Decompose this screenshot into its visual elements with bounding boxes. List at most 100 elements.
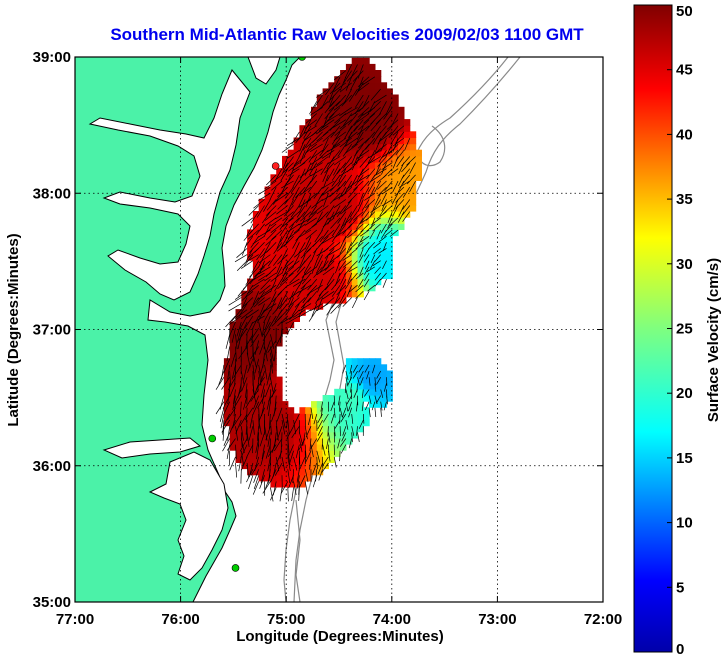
velocity-cell [258,352,266,359]
velocity-cell [409,143,417,151]
velocity-arrow [261,389,265,404]
velocity-arrow [298,217,306,231]
velocity-cell [322,290,329,298]
velocity-cell [380,217,388,224]
velocity-cell [299,425,306,433]
velocity-cell [264,315,271,322]
velocity-arrow [270,278,277,293]
velocity-arrow [384,229,393,237]
velocity-arrow [249,413,254,429]
velocity-cell [229,364,237,371]
velocity-arrow [362,76,376,86]
velocity-arrow [300,297,312,309]
velocity-cell [351,431,359,439]
velocity-cell [264,284,271,292]
velocity-cell [340,137,347,145]
velocity-cell [305,284,312,292]
velocity-cell [386,376,393,384]
velocity-cell [386,186,393,194]
velocity-arrow [293,481,297,495]
velocity-cell [276,382,283,390]
velocity-cell [264,352,271,359]
velocity-cell [409,149,417,157]
velocity-cell [305,149,312,157]
velocity-cell [287,407,295,414]
velocity-cell [403,125,411,132]
velocity-arrow [361,205,370,217]
velocity-cell [328,229,335,237]
velocity-arrow [306,211,318,223]
velocity-cell [293,450,300,457]
velocity-arrow [331,229,341,243]
velocity-arrow [252,364,256,380]
x-tick-label: 76:00 [161,611,199,628]
velocity-arrow [339,278,347,291]
velocity-cell [247,241,254,249]
velocity-cell [322,247,329,255]
velocity-cell [357,358,364,365]
velocity-cell [334,413,341,421]
velocity-cell [311,180,318,188]
velocity-cell [374,247,382,255]
velocity-cell [299,444,306,451]
velocity-arrow [341,432,347,442]
velocity-cell [282,327,289,335]
velocity-arrow [299,211,312,222]
velocity-cell [328,149,335,157]
velocity-cell [287,290,295,298]
velocity-arrow [275,456,280,472]
velocity-cell [247,254,254,261]
velocity-cell [386,100,393,108]
velocity-arrow [299,174,312,185]
velocity-arrow [355,242,364,250]
velocity-arrow [376,377,382,385]
velocity-cell [241,315,248,322]
velocity-cell [328,217,335,224]
velocity-arrow [298,481,300,495]
velocity-arrow [374,137,382,153]
velocity-arrow [326,156,335,170]
velocity-arrow [280,291,289,304]
velocity-arrow [339,291,347,304]
velocity-cell [252,303,260,310]
velocity-arrow [240,297,248,311]
velocity-arrow [233,395,242,409]
velocity-arrow [318,211,329,223]
velocity-cell [264,192,271,200]
velocity-arrow [322,456,329,467]
velocity-cell [293,290,300,298]
velocity-cell [305,462,312,470]
velocity-cell [252,333,260,341]
velocity-arrow [272,481,277,496]
velocity-arrow [367,284,376,292]
velocity-arrow [238,327,248,341]
velocity-arrow [288,297,300,307]
velocity-cell [363,241,370,249]
velocity-arrow [365,137,376,150]
velocity-cell [258,407,266,414]
velocity-arrow [260,450,265,465]
velocity-cell [363,407,370,414]
velocity-arrow [357,236,364,246]
velocity-arrow [338,260,347,271]
velocity-arrow [348,407,353,418]
velocity-cell [299,254,306,261]
velocity-cell [299,480,306,488]
velocity-cell [293,315,300,322]
velocity-arrow [260,469,265,484]
velocity-arrow [356,383,358,393]
velocity-cell [369,260,376,267]
y-tick-label: 36:00 [33,458,71,475]
velocity-arrow [320,407,323,418]
velocity-cell [369,395,376,402]
velocity-cell [316,192,324,200]
velocity-cell [322,125,329,132]
velocity-arrow [388,150,399,160]
velocity-arrow [339,438,347,447]
velocity-arrow [246,309,259,319]
velocity-arrow [357,432,360,442]
velocity-cell [369,100,376,108]
velocity-cell [276,296,283,304]
velocity-cell [351,425,359,433]
velocity-cell [287,180,295,188]
